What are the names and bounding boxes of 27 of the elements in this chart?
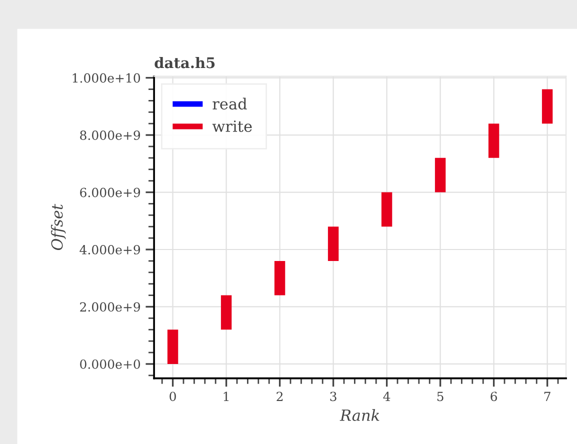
bar xyxy=(542,89,553,124)
x-tick-label: 4 xyxy=(383,392,390,401)
legend-label: read xyxy=(212,98,247,110)
x-tick-label: 2 xyxy=(276,392,283,401)
legend-label: write xyxy=(212,120,252,132)
chart-title: data.h5 xyxy=(154,56,215,68)
x-axis-title: Rank xyxy=(340,409,380,421)
bar xyxy=(167,330,178,364)
y-tick-label: 6.000e+9 xyxy=(80,188,140,198)
x-tick-label: 7 xyxy=(544,392,550,401)
y-axis-title: Offset xyxy=(50,204,66,250)
bar xyxy=(328,226,339,261)
y-tick-label: 1.000e+10 xyxy=(72,73,140,83)
bar xyxy=(381,192,392,227)
x-tick-label: 5 xyxy=(437,392,444,402)
bar xyxy=(220,295,232,330)
bar xyxy=(434,158,446,192)
x-tick-label: 0 xyxy=(170,392,176,402)
y-tick-label: 4.000e+9 xyxy=(80,244,140,254)
y-tick-label: 0.000e+0 xyxy=(80,359,140,369)
x-tick-label: 3 xyxy=(330,392,336,402)
bar xyxy=(488,124,500,158)
bar xyxy=(274,260,286,296)
y-tick-label: 8.000e+9 xyxy=(80,130,140,140)
x-tick-label: 1 xyxy=(224,392,228,401)
x-tick-label: 6 xyxy=(490,392,497,402)
y-tick-label: 2.000e+9 xyxy=(80,302,140,312)
